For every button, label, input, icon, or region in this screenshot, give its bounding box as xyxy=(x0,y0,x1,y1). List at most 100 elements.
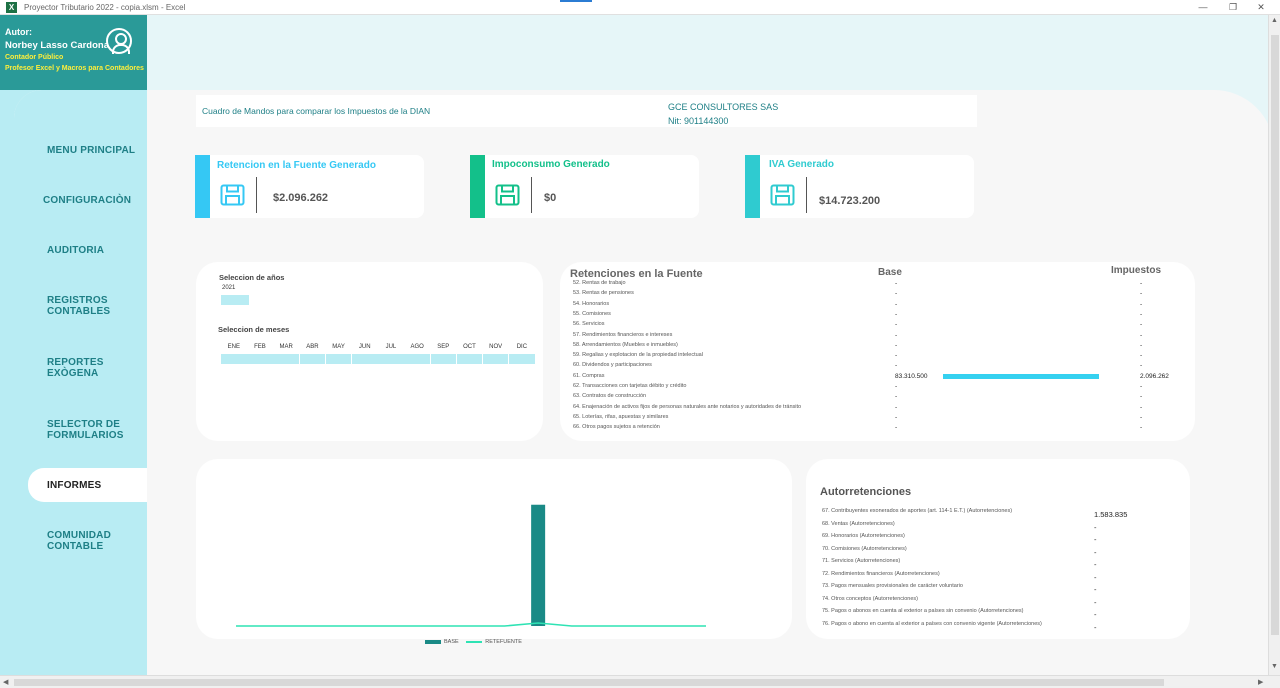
month-option-mar[interactable]: MAR xyxy=(273,344,299,364)
month-option-nov[interactable]: NOV xyxy=(482,344,509,364)
month-box[interactable] xyxy=(430,354,457,364)
concept-label: 58. Arrendamientos (Muebles e inmuebles) xyxy=(573,341,678,348)
scroll-down-icon[interactable]: ▼ xyxy=(1271,663,1278,670)
author-name: Norbey Lasso Cardona xyxy=(5,40,109,51)
kpi-accent-bar xyxy=(470,155,485,218)
kpi-separator xyxy=(256,177,257,213)
kpi-label: Retencion en la Fuente Generado xyxy=(217,160,376,171)
concept-label: 71. Servicios (Autorretenciones) xyxy=(822,558,901,564)
table-row: 62. Transacciones con tarjetas débito y … xyxy=(560,382,1195,392)
scroll-right-icon[interactable]: ▶ xyxy=(1258,679,1264,686)
month-box[interactable] xyxy=(378,354,404,364)
month-label: JUN xyxy=(358,344,371,350)
table-row: 64. Enajenación de activos fijos de pers… xyxy=(560,403,1195,413)
autorretencion-value: - xyxy=(1094,622,1097,632)
impuesto-value: - xyxy=(1140,383,1143,390)
month-box[interactable] xyxy=(509,354,535,364)
month-option-may[interactable]: MAY xyxy=(325,344,352,364)
concept-label: 52. Rentas de trabajo xyxy=(573,280,626,286)
month-box[interactable] xyxy=(221,354,247,364)
company-nit: Nit: 901144300 xyxy=(668,116,729,126)
concept-label: 69. Honorarios (Autorretenciones) xyxy=(822,533,905,539)
table-row: 70. Comisiones (Autorretenciones) - xyxy=(806,545,1190,557)
month-option-ene[interactable]: ENE xyxy=(221,344,247,364)
legend-label-retefuente: RETEFUENTE xyxy=(485,639,522,645)
kpi-card-iva: IVA Generado $14.723.200 xyxy=(745,155,974,218)
dashboard-header: Cuadro de Mandos para comparar los Impue… xyxy=(196,95,977,127)
year-option-2021[interactable] xyxy=(221,295,249,305)
month-box[interactable] xyxy=(456,354,483,364)
base-value: - xyxy=(895,352,898,360)
vertical-scrollbar[interactable]: ▲ ▼ xyxy=(1268,15,1280,675)
impuesto-value: - xyxy=(1140,352,1143,360)
window-title: Proyector Tributario 2022 - copia.xlsm -… xyxy=(24,3,186,12)
bar-base-61 xyxy=(531,504,546,626)
month-option-dic[interactable]: DIC xyxy=(509,344,535,364)
impuesto-value: - xyxy=(1140,300,1143,308)
scroll-up-icon[interactable]: ▲ xyxy=(1271,17,1278,24)
concept-label: 63. Contratos de construcción xyxy=(573,393,647,400)
title-accent xyxy=(560,0,592,2)
base-retefuente-chart xyxy=(236,504,706,627)
save-icon xyxy=(495,184,520,206)
month-option-abr[interactable]: ABR xyxy=(299,344,326,364)
concept-label: 74. Otros conceptos (Autorretenciones) xyxy=(822,595,918,602)
month-label: OCT xyxy=(463,344,476,350)
horizontal-scrollbar[interactable]: ◀ ▶ xyxy=(0,675,1280,688)
autorretenciones-panel: Autorretenciones 67. Contribuyentes exon… xyxy=(806,459,1190,639)
concept-label: 54. Honorarios xyxy=(573,300,610,307)
menu-item-registros-contables[interactable]: REGISTROS CONTABLES xyxy=(47,295,111,317)
month-option-feb[interactable]: FEB xyxy=(247,344,273,364)
month-box[interactable] xyxy=(404,354,430,364)
month-box[interactable] xyxy=(273,354,299,364)
minimize-icon[interactable]: — xyxy=(1198,2,1208,12)
base-value: - xyxy=(895,300,898,308)
impuesto-value: - xyxy=(1140,290,1143,298)
month-label: FEB xyxy=(254,344,266,350)
kpi-value: $2.096.262 xyxy=(273,192,329,204)
concept-label: 55. Comisiones xyxy=(573,310,611,317)
month-option-jun[interactable]: JUN xyxy=(351,344,378,364)
table-row: 75. Pagos o abonos en cuenta al exterior… xyxy=(806,607,1190,619)
autorretencion-value: - xyxy=(1094,560,1097,569)
month-box[interactable] xyxy=(325,354,352,364)
scroll-left-icon[interactable]: ◀ xyxy=(3,679,9,686)
menu-item-auditoria[interactable]: AUDITORIA xyxy=(47,245,105,256)
menu-item-menu-principal[interactable]: MENU PRINCIPAL xyxy=(47,145,136,156)
table-row: 58. Arrendamientos (Muebles e inmuebles)… xyxy=(560,341,1195,351)
user-icon[interactable] xyxy=(106,28,132,54)
month-box[interactable] xyxy=(247,354,273,364)
horizontal-scroll-thumb[interactable] xyxy=(14,679,1164,686)
concept-label: 62. Transacciones con tarjetas débito y … xyxy=(573,383,687,389)
menu-item-reportes-exogena[interactable]: REPORTES EXÒGENA xyxy=(47,357,104,379)
impuesto-value: - xyxy=(1140,321,1143,329)
table-row: 63. Contratos de construcción - - xyxy=(560,392,1195,402)
menu-active-highlight xyxy=(28,468,147,502)
table-row: 56. Servicios - - xyxy=(560,320,1195,330)
concept-label: 61. Compras xyxy=(573,372,605,379)
month-label: ENE xyxy=(227,344,240,350)
month-box[interactable] xyxy=(299,354,326,364)
close-icon[interactable]: ✕ xyxy=(1257,2,1265,12)
concept-label: 53. Rentas de pensiones xyxy=(573,290,634,297)
vertical-scroll-thumb[interactable] xyxy=(1271,35,1279,635)
kpi-accent-bar xyxy=(745,155,760,218)
month-option-oct[interactable]: OCT xyxy=(456,344,483,364)
month-label: ABR xyxy=(306,344,319,350)
base-value: - xyxy=(895,310,898,318)
month-box[interactable] xyxy=(482,354,509,364)
restore-icon[interactable]: ❐ xyxy=(1228,2,1238,12)
menu-item-informes[interactable]: INFORMES xyxy=(47,480,102,491)
month-box[interactable] xyxy=(351,354,378,364)
menu-item-selector-formularios[interactable]: SELECTOR DE FORMULARIOS xyxy=(47,419,124,441)
impuesto-value: - xyxy=(1140,331,1143,339)
month-option-sep[interactable]: SEP xyxy=(430,344,457,364)
base-value: - xyxy=(895,413,898,421)
line-retefuente xyxy=(236,622,706,627)
menu-item-configuracion[interactable]: CONFIGURACIÒN xyxy=(43,195,132,206)
table-row: 54. Honorarios - - xyxy=(560,300,1195,310)
concept-label: 73. Pagos mensuales provisionales de car… xyxy=(822,583,963,589)
month-option-jul[interactable]: JUL xyxy=(378,344,404,364)
menu-item-comunidad-contable[interactable]: COMUNIDAD CONTABLE xyxy=(47,530,112,552)
month-option-ago[interactable]: AGO xyxy=(404,344,430,364)
